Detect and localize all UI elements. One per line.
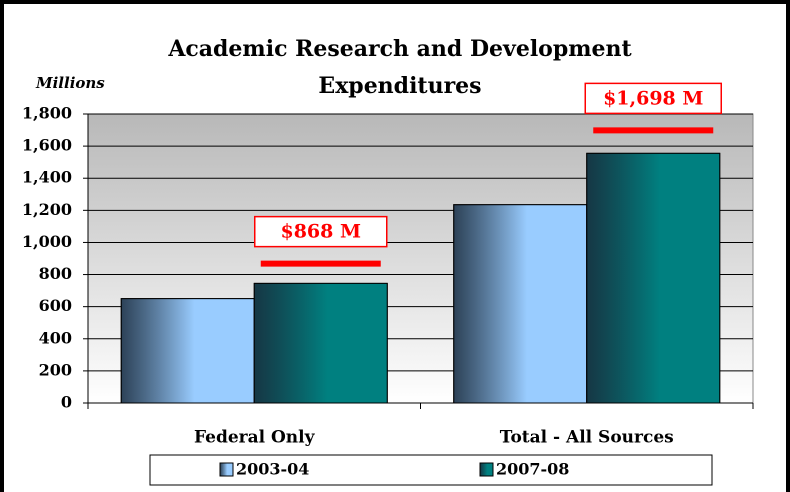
y-tick-label: 800 <box>39 264 72 283</box>
bar <box>586 152 721 404</box>
y-tick-label: 200 <box>39 360 72 379</box>
annotation-label: $1,698 M <box>603 87 703 109</box>
annotation-box <box>254 215 388 248</box>
bar <box>253 282 388 404</box>
bar <box>453 204 588 404</box>
y-tick-label: 1,800 <box>22 104 72 123</box>
y-tick-label: 1,200 <box>22 200 72 219</box>
x-tick-label: Federal Only <box>194 428 316 448</box>
x-tick-label: Total - All Sources <box>500 428 674 448</box>
y-tick-label: 400 <box>39 328 72 347</box>
legend-swatch-shade <box>219 462 234 477</box>
y-axis-label: Millions <box>35 74 105 92</box>
y-tick-label: 0 <box>61 393 72 412</box>
y-tick-label: 1,600 <box>22 136 72 155</box>
annotation-box <box>584 82 722 115</box>
y-tick-label: 1,000 <box>22 232 72 251</box>
chart-title: Expenditures <box>318 73 481 99</box>
annotation-label: $868 M <box>280 221 361 243</box>
legend <box>149 454 713 486</box>
y-tick-label: 600 <box>39 296 72 315</box>
legend-label: 2003-04 <box>236 460 309 479</box>
legend-label: 2007-08 <box>496 460 569 479</box>
legend-swatch-shade <box>479 462 494 477</box>
chart-title: Academic Research and Development <box>167 36 632 62</box>
y-tick-label: 1,400 <box>22 168 72 187</box>
bar <box>120 298 255 404</box>
